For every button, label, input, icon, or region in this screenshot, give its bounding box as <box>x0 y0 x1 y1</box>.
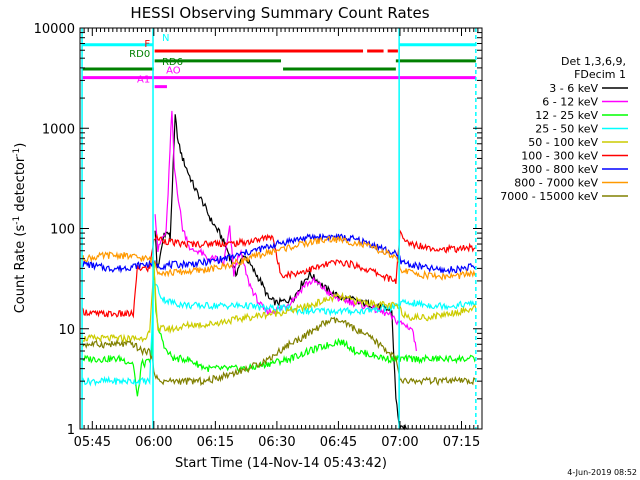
flag-label-rd6: RD6 <box>162 57 183 68</box>
x-tick-label: 06:15 <box>197 435 234 450</box>
series-line-1 <box>154 114 409 431</box>
y-axis-label: Count Rate (s-1 detector-1) <box>12 143 28 314</box>
series-line-4 <box>81 279 477 387</box>
series-line-7 <box>81 232 477 275</box>
flag-label-f: F <box>144 39 150 50</box>
flag-label-a1: A1 <box>137 75 150 86</box>
legend-label-9: 7000 - 15000 keV <box>500 190 598 203</box>
x-axis-label: Start Time (14-Nov-14 05:43:42) <box>175 456 387 471</box>
y-axis-label-sup2: -1 <box>12 148 22 157</box>
date-stamp: 4-Jun-2019 08:52 <box>567 468 637 477</box>
series-layer <box>81 110 477 431</box>
y-tick-label: 10000 <box>34 22 75 37</box>
legend-label-8: 800 - 7000 keV <box>514 177 598 190</box>
legend-label-5: 50 - 100 keV <box>528 136 598 149</box>
legend-label-6: 100 - 300 keV <box>521 150 598 163</box>
x-tick-label: 06:45 <box>320 435 357 450</box>
series-line-5 <box>81 267 477 344</box>
legend-header-line2: FDecim 1 <box>574 68 626 81</box>
y-axis-label-close: ) <box>13 143 28 148</box>
legend-label-4: 25 - 50 keV <box>535 123 598 136</box>
x-tick-label: 07:15 <box>443 435 480 450</box>
y-axis-label-sup1: -1 <box>12 216 22 225</box>
x-tick-labels: 05:45 06:00 06:15 06:30 06:45 07:00 07:15 <box>74 435 481 450</box>
x-tick-label: 07:00 <box>381 435 418 450</box>
y-tick-label: 100 <box>50 223 75 238</box>
legend-label-3: 12 - 25 keV <box>535 109 598 122</box>
ticks-layer <box>79 27 483 430</box>
legend-label-7: 300 - 800 keV <box>521 163 598 176</box>
x-tick-label: 06:00 <box>135 435 172 450</box>
legend-label-2: 6 - 12 keV <box>542 96 598 109</box>
y-axis-label-main: Count Rate (s <box>13 225 28 314</box>
chart-title: HESSI Observing Summary Count Rates <box>130 4 429 22</box>
y-tick-label: 10 <box>58 323 75 338</box>
y-tick-label: 1 <box>67 423 75 438</box>
series-line-2 <box>154 110 417 352</box>
series-line-8 <box>81 235 477 281</box>
x-tick-label: 06:30 <box>258 435 295 450</box>
y-tick-label: 1000 <box>42 122 75 137</box>
flag-label-rd0: RD0 <box>129 49 150 60</box>
flag-label-ao: AO <box>166 66 181 77</box>
y-tick-labels: 1 10 100 1000 10000 <box>34 22 75 438</box>
legend-header-line1: Det 1,3,6,9, <box>561 55 626 68</box>
legend-label-1: 3 - 6 keV <box>549 82 598 95</box>
series-line-3 <box>81 261 477 397</box>
flag-label-n: N <box>162 33 169 44</box>
series-line-9 <box>81 316 477 387</box>
series-line-6 <box>81 229 477 319</box>
x-tick-label: 05:45 <box>74 435 111 450</box>
y-axis-label-mid: detector <box>13 156 28 216</box>
